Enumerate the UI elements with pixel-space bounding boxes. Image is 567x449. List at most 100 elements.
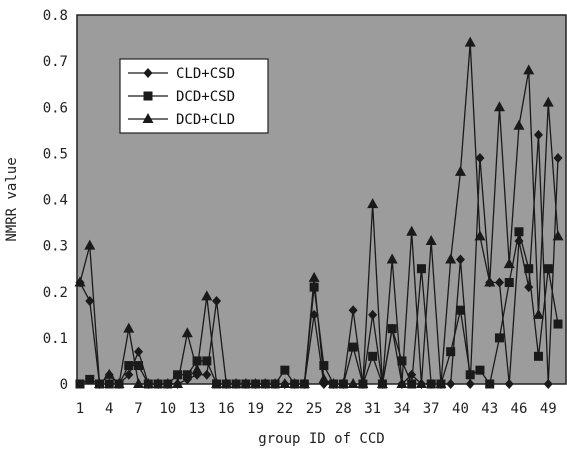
data-point — [220, 378, 232, 388]
data-point — [386, 253, 398, 264]
x-tick-label: 37 — [423, 401, 440, 417]
data-point — [503, 258, 515, 269]
data-point — [123, 322, 135, 333]
legend-marker — [143, 91, 153, 101]
data-point — [182, 370, 192, 380]
data-point — [416, 264, 426, 274]
data-point — [524, 264, 534, 274]
x-tick-label: 25 — [306, 401, 323, 417]
data-point — [134, 361, 144, 371]
y-tick-label: 0.2 — [43, 285, 68, 301]
data-point — [269, 378, 281, 388]
data-point — [162, 378, 174, 388]
data-point — [445, 253, 457, 264]
x-tick-label: 46 — [511, 401, 528, 417]
y-tick-label: 0.8 — [43, 8, 68, 24]
data-point — [514, 227, 524, 237]
data-point — [124, 361, 134, 371]
data-point — [485, 379, 495, 389]
legend-label: CLD+CSD — [176, 66, 235, 82]
data-point — [202, 356, 212, 366]
data-point — [493, 101, 505, 112]
data-point — [318, 373, 330, 384]
data-point — [142, 378, 154, 388]
x-tick-label: 28 — [335, 401, 352, 417]
data-point — [230, 378, 242, 388]
x-tick-label: 34 — [393, 401, 410, 417]
data-point — [104, 379, 114, 389]
data-point — [259, 378, 271, 388]
data-point — [124, 369, 134, 380]
y-tick-label: 0.4 — [43, 193, 68, 209]
data-point — [84, 239, 96, 250]
data-point — [484, 276, 496, 287]
data-point — [455, 305, 465, 315]
data-point — [376, 378, 388, 388]
data-point — [212, 295, 222, 306]
data-point — [279, 378, 291, 388]
data-point — [201, 290, 213, 301]
data-point — [553, 319, 563, 329]
data-point — [192, 356, 202, 366]
x-tick-label: 7 — [134, 401, 142, 417]
data-point — [202, 369, 212, 380]
data-point — [74, 276, 86, 287]
legend: CLD+CSD DCD+CSD DCD+CLD — [119, 58, 269, 134]
data-point — [465, 370, 475, 380]
data-point — [347, 378, 359, 388]
y-tick-label: 0.6 — [43, 100, 68, 116]
x-tick-label: 1 — [76, 401, 84, 417]
data-point — [172, 378, 184, 388]
data-point — [357, 378, 369, 388]
data-point — [308, 271, 320, 282]
data-point — [85, 374, 95, 384]
x-tick-label: 49 — [540, 401, 557, 417]
data-point — [464, 36, 476, 47]
y-axis: 0 0.1 0.2 0.3 0.4 0.5 0.6 0.7 0.8 — [43, 8, 68, 393]
data-point — [173, 370, 183, 380]
data-point — [504, 379, 514, 389]
data-point — [543, 379, 553, 389]
data-point — [454, 165, 466, 176]
x-tick-label: 16 — [218, 401, 235, 417]
y-axis-title: NMRR value — [4, 157, 20, 241]
y-tick-label: 0.1 — [43, 331, 68, 347]
legend-marker — [142, 113, 154, 123]
data-point — [397, 356, 407, 366]
x-tick-label: 22 — [276, 401, 293, 417]
series-triangle — [74, 36, 564, 388]
data-point — [504, 278, 514, 288]
data-point — [337, 378, 349, 388]
data-point — [134, 346, 144, 357]
data-point — [474, 230, 486, 241]
data-point — [407, 379, 417, 389]
legend-label: DCD+CLD — [176, 112, 235, 128]
data-point — [542, 96, 554, 107]
y-tick-label: 0 — [60, 377, 68, 393]
data-point — [289, 378, 301, 388]
data-point — [396, 378, 408, 388]
data-point — [368, 309, 378, 320]
data-point — [532, 308, 544, 319]
data-point — [387, 324, 397, 334]
data-point — [415, 378, 427, 388]
data-point — [75, 379, 85, 389]
data-point — [425, 235, 437, 246]
data-point — [533, 129, 543, 140]
data-point — [494, 277, 504, 288]
data-point — [552, 230, 564, 241]
data-point — [348, 342, 358, 352]
data-point — [523, 64, 535, 75]
data-point — [181, 327, 193, 338]
data-point — [309, 282, 319, 292]
data-point — [367, 198, 379, 209]
data-point — [298, 378, 310, 388]
data-point — [211, 378, 223, 388]
data-point — [250, 378, 262, 388]
data-point — [319, 361, 329, 371]
x-tick-label: 10 — [159, 401, 176, 417]
data-point — [85, 295, 95, 306]
data-point — [494, 333, 504, 343]
x-tick-label: 19 — [247, 401, 264, 417]
